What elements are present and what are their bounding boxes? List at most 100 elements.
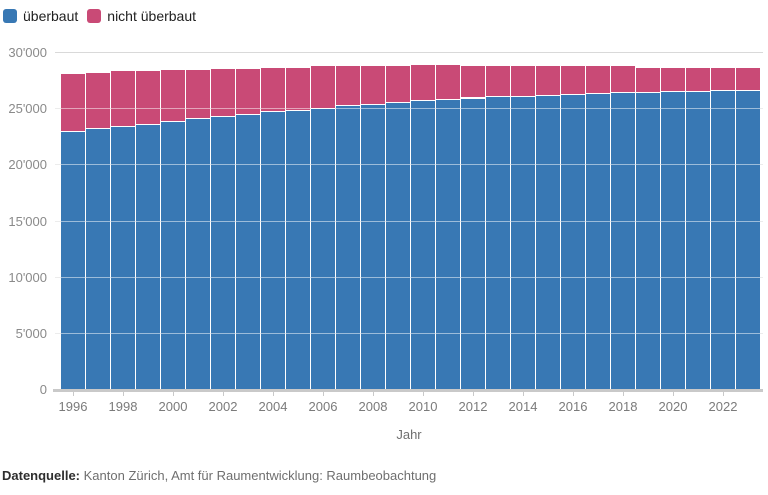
bar-segment-ueberbaut-2022 — [711, 91, 735, 390]
y-tick-label-5000: 5'000 — [15, 326, 47, 341]
bar-segment-ueberbaut-2005 — [286, 110, 310, 390]
bar-segment-ueberbaut-1996 — [61, 131, 85, 390]
legend-label-nicht-ueberbaut: nicht überbaut — [107, 8, 197, 24]
footer-source-text: Kanton Zürich, Amt für Raumentwicklung: … — [83, 468, 437, 483]
bar-segment-nicht-ueberbaut-2001 — [186, 69, 210, 119]
bar-segment-nicht-ueberbaut-2007 — [336, 66, 360, 107]
bar-segment-nicht-ueberbaut-2018 — [611, 66, 635, 93]
bar-segment-ueberbaut-2021 — [686, 92, 710, 390]
bar-segment-nicht-ueberbaut-2010 — [411, 65, 435, 101]
bar-2010 — [411, 65, 435, 390]
x-tick-2014 — [523, 391, 524, 396]
bar-segment-nicht-ueberbaut-2016 — [561, 66, 585, 96]
bar-1996 — [61, 74, 85, 390]
plot-area — [53, 52, 763, 392]
bar-2020 — [661, 67, 685, 390]
x-tick-label-2008: 2008 — [358, 399, 388, 414]
bar-segment-nicht-ueberbaut-1999 — [136, 70, 160, 125]
bar-segment-nicht-ueberbaut-2003 — [236, 68, 260, 115]
bar-1998 — [111, 70, 135, 390]
x-tick-2012 — [473, 391, 474, 396]
bar-2015 — [536, 66, 560, 390]
x-tick-label-2000: 2000 — [158, 399, 188, 414]
bar-segment-ueberbaut-2018 — [611, 92, 635, 390]
bar-2021 — [686, 68, 710, 390]
y-tick-label-30000: 30'000 — [8, 45, 47, 60]
y-tick-label-20000: 20'000 — [8, 157, 47, 172]
x-tick-label-2014: 2014 — [508, 399, 538, 414]
gridline-overlay-15000 — [55, 221, 763, 222]
bar-segment-ueberbaut-1998 — [111, 127, 135, 390]
bar-2012 — [461, 65, 485, 390]
bar-segment-ueberbaut-2016 — [561, 95, 585, 390]
bar-segment-nicht-ueberbaut-2011 — [436, 65, 460, 100]
bar-segment-ueberbaut-2012 — [461, 98, 485, 390]
x-tick-label-2006: 2006 — [308, 399, 338, 414]
x-tick-2006 — [323, 391, 324, 396]
x-tick-label-2018: 2018 — [608, 399, 638, 414]
bar-2011 — [436, 65, 460, 390]
bar-segment-ueberbaut-2010 — [411, 100, 435, 390]
bar-segment-ueberbaut-1999 — [136, 124, 160, 390]
legend: überbaut nicht überbaut — [3, 9, 196, 23]
bar-segment-nicht-ueberbaut-1996 — [61, 74, 85, 132]
x-tick-label-2010: 2010 — [408, 399, 438, 414]
bar-segment-ueberbaut-2002 — [211, 117, 235, 390]
bar-1999 — [136, 70, 160, 390]
bar-segment-nicht-ueberbaut-2008 — [361, 66, 385, 105]
x-tick-1996 — [73, 391, 74, 396]
bar-segment-ueberbaut-2004 — [261, 111, 285, 390]
bar-2000 — [161, 69, 185, 390]
bar-segment-ueberbaut-2000 — [161, 122, 185, 390]
bar-2003 — [236, 68, 260, 390]
bar-2002 — [211, 68, 235, 390]
bar-segment-ueberbaut-2006 — [311, 108, 335, 390]
bar-2018 — [611, 66, 635, 390]
bar-segment-ueberbaut-2019 — [636, 92, 660, 390]
bar-2007 — [336, 66, 360, 390]
bar-2008 — [361, 66, 385, 390]
legend-swatch-nicht-ueberbaut-icon — [87, 9, 102, 23]
bar-segment-nicht-ueberbaut-2014 — [511, 66, 535, 97]
bar-segment-nicht-ueberbaut-2005 — [286, 67, 310, 111]
bar-segment-ueberbaut-2013 — [486, 97, 510, 390]
bar-2001 — [186, 69, 210, 390]
bar-1997 — [86, 72, 110, 390]
legend-item-ueberbaut[interactable]: überbaut — [3, 9, 78, 23]
bar-2019 — [636, 68, 660, 390]
legend-swatch-ueberbaut-icon — [3, 9, 17, 23]
bar-segment-nicht-ueberbaut-2000 — [161, 69, 185, 123]
bar-segment-nicht-ueberbaut-2019 — [636, 68, 660, 93]
y-tick-label-15000: 15'000 — [8, 214, 47, 229]
x-tick-label-1998: 1998 — [108, 399, 138, 414]
x-tick-2004 — [273, 391, 274, 396]
bar-2016 — [561, 66, 585, 390]
bar-segment-ueberbaut-2017 — [586, 94, 610, 390]
x-tick-2018 — [623, 391, 624, 396]
bar-segment-nicht-ueberbaut-2012 — [461, 65, 485, 99]
bar-segment-ueberbaut-2011 — [436, 99, 460, 390]
x-tick-1998 — [123, 391, 124, 396]
gridline-overlay-5000 — [55, 333, 763, 334]
bar-2006 — [311, 66, 335, 390]
bar-segment-nicht-ueberbaut-2015 — [536, 66, 560, 97]
legend-item-nicht-ueberbaut[interactable]: nicht überbaut — [87, 9, 196, 23]
bar-segment-ueberbaut-1997 — [86, 129, 110, 390]
bar-2009 — [386, 66, 410, 390]
x-tick-2022 — [723, 391, 724, 396]
gridline-overlay-20000 — [55, 164, 763, 165]
y-tick-label-0: 0 — [39, 382, 47, 397]
bar-segment-ueberbaut-2014 — [511, 96, 535, 390]
bar-2004 — [261, 68, 285, 390]
y-tick-label-10000: 10'000 — [8, 270, 47, 285]
y-tick-label-25000: 25'000 — [8, 101, 47, 116]
x-tick-label-2002: 2002 — [208, 399, 238, 414]
bar-segment-ueberbaut-2003 — [236, 114, 260, 390]
bar-segment-nicht-ueberbaut-2021 — [686, 68, 710, 93]
bar-2023 — [736, 67, 760, 390]
x-tick-2002 — [223, 391, 224, 396]
bar-2022 — [711, 68, 735, 390]
bar-2005 — [286, 67, 310, 390]
x-tick-2000 — [173, 391, 174, 396]
